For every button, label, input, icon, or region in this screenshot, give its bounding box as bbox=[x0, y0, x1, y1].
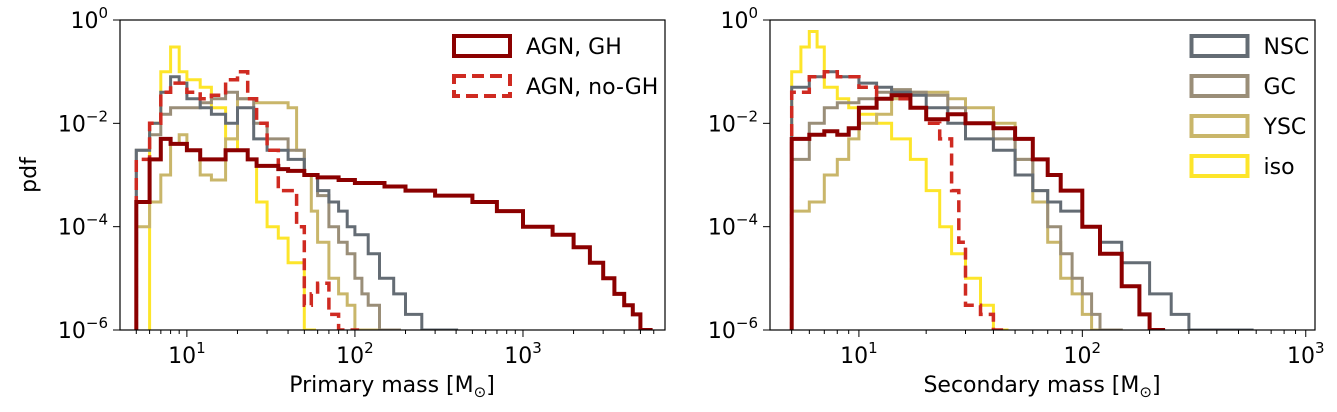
y-tick-label: 100 bbox=[720, 4, 758, 34]
legend-swatch-ysc bbox=[1189, 114, 1250, 138]
primary-axes: 101 102 103 100 10−2 10−4 10−6 bbox=[58, 4, 655, 369]
x-tick-label: 102 bbox=[336, 339, 374, 369]
panel-left: 101 102 103 100 10−2 10−4 10−6 AGN, GH AGN, no-… bbox=[17, 4, 666, 401]
y-tick-label: 100 bbox=[70, 4, 108, 34]
legend-swatch-nsc bbox=[1189, 34, 1250, 58]
primary-mass-plot-area bbox=[134, 45, 653, 330]
series-ysc-step-line bbox=[134, 97, 380, 330]
y-tick-label: 10−4 bbox=[708, 211, 758, 241]
legend-label-agn_nogh: AGN, no-GH bbox=[526, 75, 658, 100]
legend-label-iso: iso bbox=[1264, 155, 1295, 180]
primary-legend: AGN, GH AGN, no-GH bbox=[452, 34, 658, 100]
x-tick-label: 101 bbox=[840, 339, 878, 369]
series-agn_gh-step-line bbox=[134, 136, 653, 330]
secondary-plot-frame bbox=[769, 19, 1316, 331]
legend-swatch-iso bbox=[1189, 154, 1250, 178]
y-tick-label: 10−6 bbox=[58, 314, 108, 344]
y-tick-label: 10−4 bbox=[58, 211, 108, 241]
legend-swatch-gc bbox=[1189, 74, 1250, 98]
legend-label-nsc: NSC bbox=[1264, 35, 1310, 60]
y-tick-label: 10−2 bbox=[708, 107, 758, 137]
series-gc-step-line bbox=[134, 90, 401, 330]
series-agn_gh-step-line bbox=[789, 93, 1166, 330]
panel-right: 101 102 103 100 10−2 10−4 10−6 NSC GC YSC iso Sec… bbox=[708, 4, 1325, 401]
primary-ylabel: pdf bbox=[17, 156, 42, 193]
x-tick-label: 103 bbox=[504, 339, 542, 369]
y-tick-label: 10−2 bbox=[58, 107, 108, 137]
primary-xlabel: Primary mass [M⊙] bbox=[289, 373, 495, 401]
series-iso-step-line bbox=[790, 30, 1009, 330]
x-tick-label: 101 bbox=[168, 339, 206, 369]
series-ysc-step-line bbox=[790, 90, 1116, 330]
legend-swatch-agn_nogh bbox=[452, 74, 512, 98]
primary-plot-frame bbox=[119, 19, 666, 331]
secondary-mass-plot-area bbox=[789, 30, 1254, 330]
secondary-legend: NSC GC YSC iso bbox=[1189, 34, 1310, 180]
x-tick-label: 102 bbox=[1064, 339, 1102, 369]
legend-label-agn_gh: AGN, GH bbox=[526, 35, 622, 60]
secondary-xlabel: Secondary mass [M⊙] bbox=[923, 373, 1160, 401]
x-tick-label: 103 bbox=[1287, 339, 1325, 369]
series-nsc-step-line bbox=[134, 75, 459, 330]
legend-label-gc: GC bbox=[1264, 75, 1296, 100]
legend-label-ysc: YSC bbox=[1263, 115, 1307, 140]
secondary-axes: 101 102 103 100 10−2 10−4 10−6 bbox=[708, 4, 1325, 369]
series-agn_nogh-step-line bbox=[134, 69, 360, 330]
y-tick-label: 10−6 bbox=[708, 314, 758, 344]
legend-swatch-agn_gh bbox=[452, 34, 512, 58]
